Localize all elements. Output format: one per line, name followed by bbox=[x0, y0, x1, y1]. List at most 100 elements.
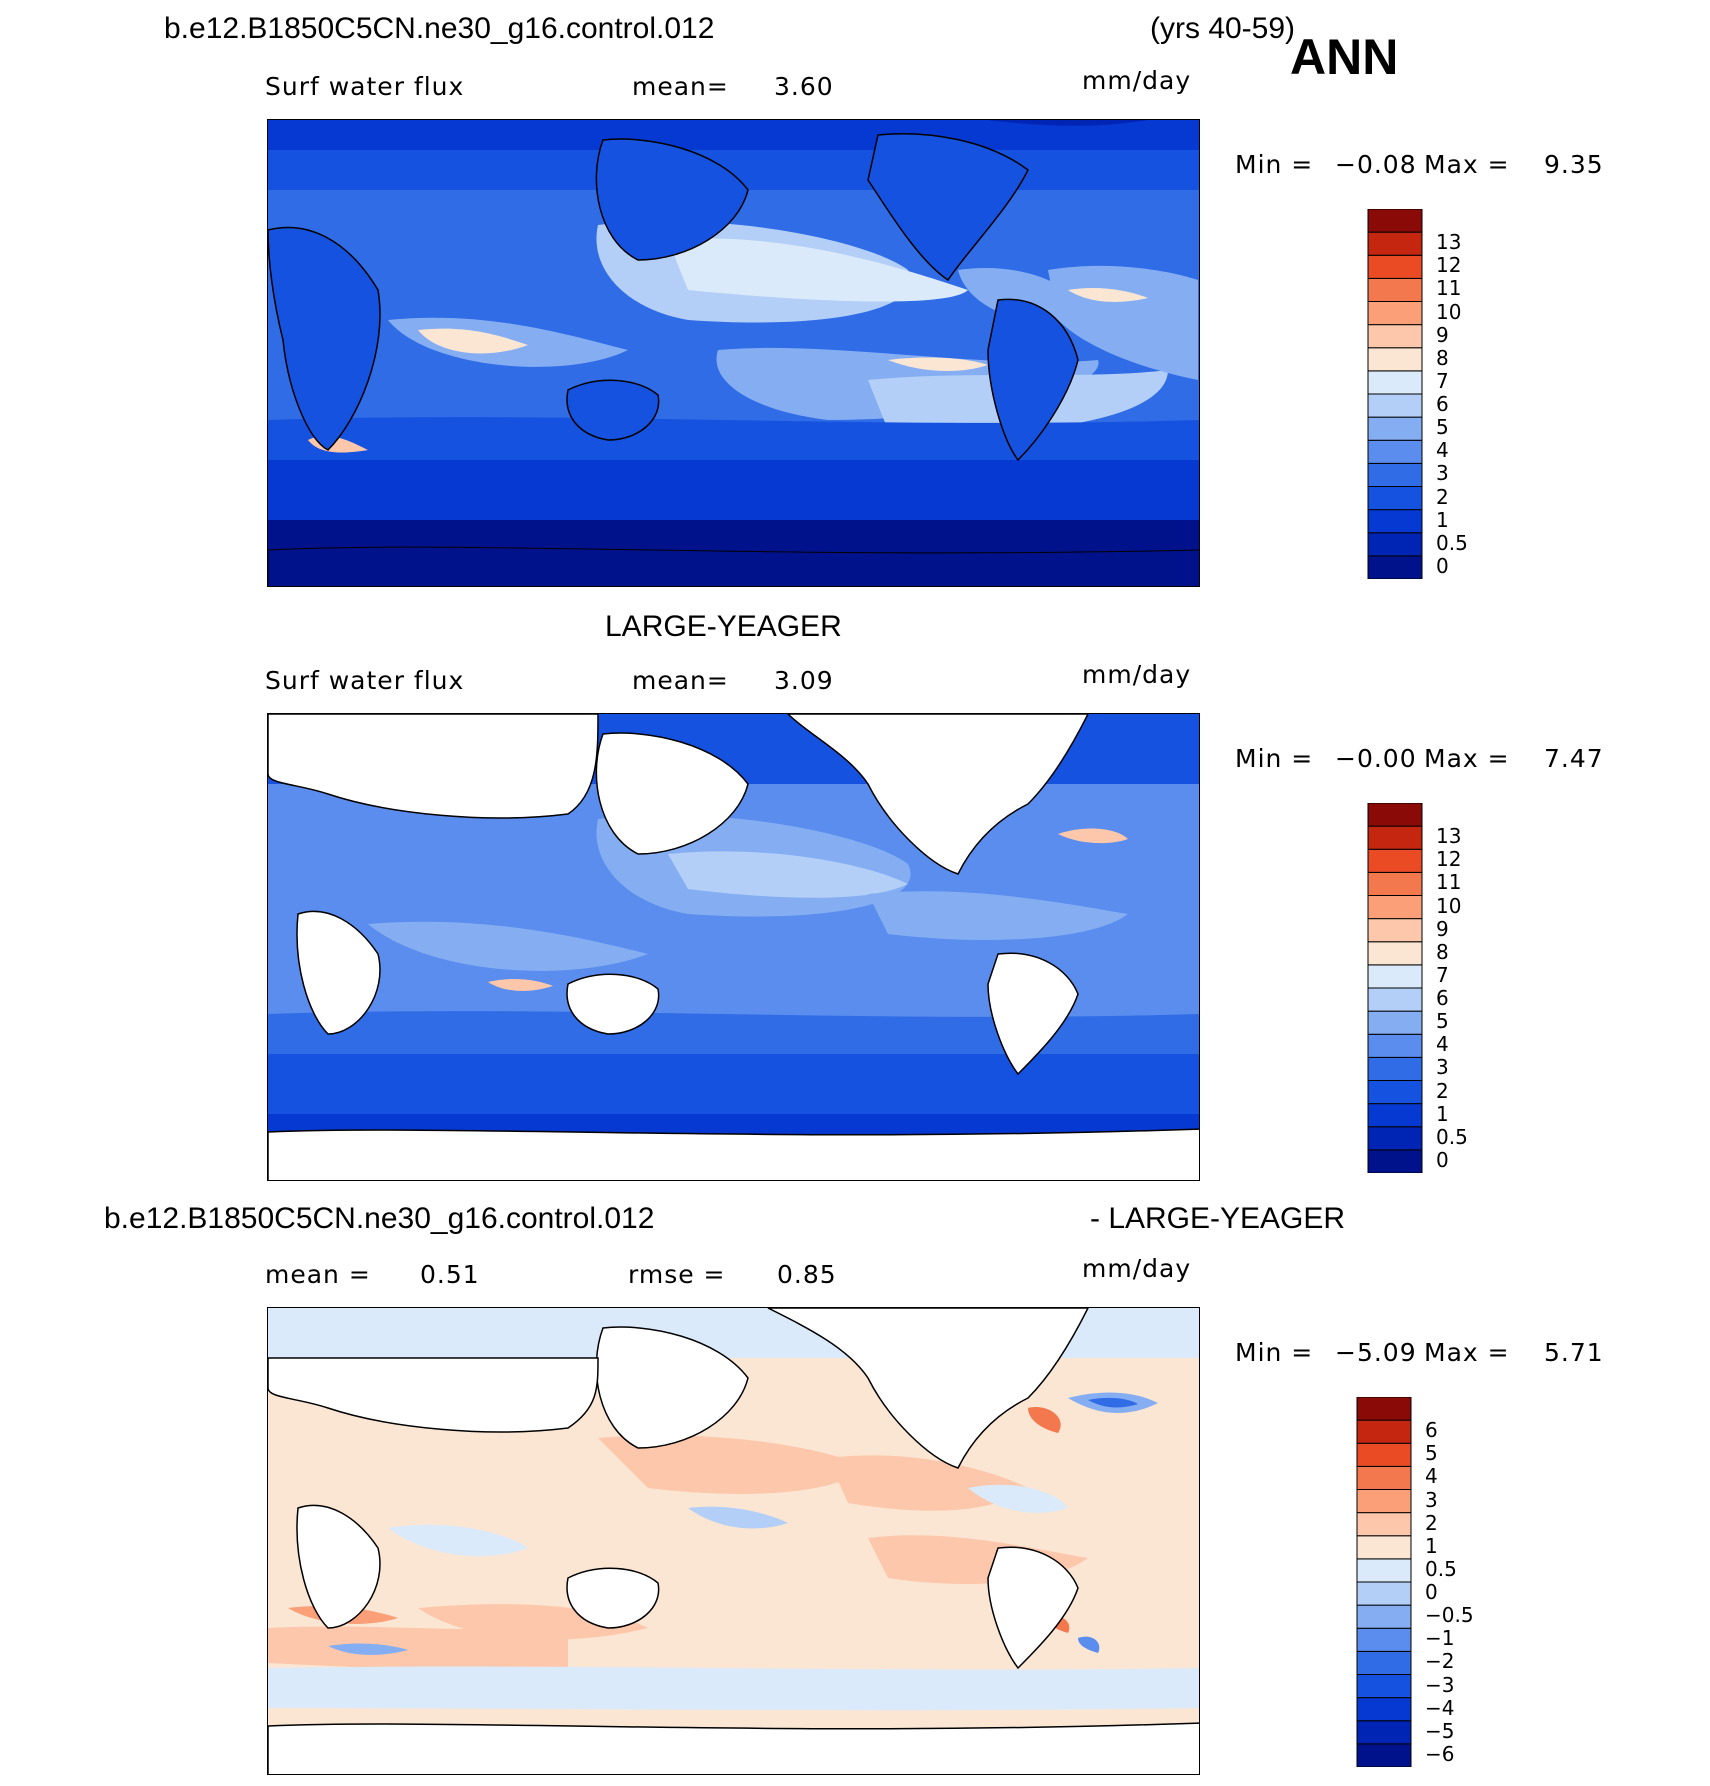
colorbar-tick-label: 0 bbox=[1425, 1580, 1438, 1604]
panel3-mean-value: 0.51 bbox=[420, 1260, 480, 1289]
panel3-min-label: Min = bbox=[1235, 1338, 1314, 1367]
colorbar-box bbox=[1367, 1033, 1423, 1058]
colorbar-box bbox=[1356, 1650, 1412, 1675]
panel1-max-label: Max = bbox=[1424, 150, 1510, 179]
panel2-colorbar-labels: 0 0.5 1 2 3 4 5 6 7 8 9 10 11 12 13 bbox=[1436, 803, 1496, 1173]
years-label: (yrs 40-59) bbox=[1150, 12, 1296, 45]
colorbar-tick-label: −5 bbox=[1425, 1718, 1455, 1743]
panel1-map-svg bbox=[268, 120, 1199, 586]
colorbar-tick-label: −0.5 bbox=[1425, 1603, 1474, 1628]
colorbar-box bbox=[1367, 301, 1423, 326]
colorbar-box bbox=[1367, 1126, 1423, 1151]
panel2-colorbar-svg bbox=[1367, 802, 1423, 1174]
colorbar-tick-label: 5 bbox=[1425, 1441, 1438, 1466]
colorbar-box bbox=[1356, 1604, 1412, 1629]
panel2-min-label: Min = bbox=[1235, 744, 1314, 773]
colorbar-box bbox=[1367, 509, 1423, 534]
colorbar-box bbox=[1356, 1720, 1412, 1745]
colorbar-box bbox=[1367, 895, 1423, 920]
panel1-colorbar bbox=[1367, 208, 1423, 580]
colorbar-box bbox=[1356, 1442, 1412, 1467]
colorbar-box bbox=[1367, 462, 1423, 487]
colorbar-box bbox=[1367, 370, 1423, 395]
colorbar-box bbox=[1367, 347, 1423, 372]
colorbar-box bbox=[1367, 1056, 1423, 1081]
colorbar-tick-label: 7 bbox=[1436, 368, 1449, 393]
colorbar-tick-label: 9 bbox=[1436, 916, 1449, 941]
colorbar-box bbox=[1367, 277, 1423, 302]
colorbar-tick-label: 3 bbox=[1425, 1487, 1438, 1512]
colorbar-box bbox=[1367, 1080, 1423, 1105]
colorbar-box bbox=[1356, 1697, 1412, 1722]
colorbar-box bbox=[1367, 964, 1423, 989]
panel1-min-label: Min = bbox=[1235, 150, 1314, 179]
colorbar-tick-label: 11 bbox=[1436, 870, 1462, 895]
colorbar-box bbox=[1367, 825, 1423, 850]
panel3-rmse-value: 0.85 bbox=[777, 1260, 837, 1289]
colorbar-tick-label: 12 bbox=[1436, 253, 1462, 278]
colorbar-tick-label: −3 bbox=[1425, 1672, 1455, 1697]
colorbar-tick-label: 1 bbox=[1436, 1101, 1449, 1126]
panel1-mean-value: 3.60 bbox=[774, 72, 834, 101]
colorbar-tick-label: 13 bbox=[1436, 230, 1462, 255]
colorbar-box bbox=[1367, 231, 1423, 256]
panel2-colorbar bbox=[1367, 802, 1423, 1174]
panel2-units: mm/day bbox=[1082, 660, 1192, 689]
panel2-title: LARGE-YEAGER bbox=[605, 610, 842, 643]
panel1-variable: Surf water flux bbox=[265, 72, 465, 101]
colorbar-tick-label: 10 bbox=[1436, 893, 1462, 918]
colorbar-box bbox=[1367, 416, 1423, 441]
colorbar-tick-label: −6 bbox=[1425, 1741, 1455, 1766]
colorbar-box bbox=[1367, 871, 1423, 896]
colorbar-box bbox=[1367, 532, 1423, 557]
colorbar-box bbox=[1356, 1558, 1412, 1583]
colorbar-box bbox=[1367, 941, 1423, 966]
panel3-min-value: −5.09 bbox=[1335, 1338, 1417, 1367]
colorbar-tick-label: 5 bbox=[1436, 415, 1449, 440]
panel3-mean-label: mean = bbox=[265, 1260, 371, 1289]
colorbar-tick-label: 0.5 bbox=[1425, 1556, 1457, 1581]
colorbar-tick-label: 9 bbox=[1436, 322, 1449, 347]
panel1-map bbox=[267, 119, 1200, 587]
panel1-min-value: −0.08 bbox=[1335, 150, 1417, 179]
colorbar-box bbox=[1356, 1465, 1412, 1490]
colorbar-tick-label: 0 bbox=[1436, 1147, 1449, 1172]
colorbar-box bbox=[1367, 1010, 1423, 1035]
colorbar-box bbox=[1367, 1149, 1423, 1174]
colorbar-box bbox=[1367, 802, 1423, 827]
panel1-units: mm/day bbox=[1082, 66, 1192, 95]
panel2-map-svg bbox=[268, 714, 1199, 1180]
panel2-min-value: −0.00 bbox=[1335, 744, 1417, 773]
panel1-mean-label: mean= bbox=[632, 72, 729, 101]
panel2-max-value: 7.47 bbox=[1544, 744, 1604, 773]
panel1-max-value: 9.35 bbox=[1544, 150, 1604, 179]
colorbar-box bbox=[1356, 1489, 1412, 1514]
colorbar-box bbox=[1367, 1103, 1423, 1128]
colorbar-tick-label: 0.5 bbox=[1436, 530, 1468, 555]
colorbar-tick-label: 12 bbox=[1436, 847, 1462, 872]
colorbar-box bbox=[1356, 1743, 1412, 1768]
colorbar-box bbox=[1356, 1581, 1412, 1606]
colorbar-box bbox=[1367, 918, 1423, 943]
colorbar-tick-label: 8 bbox=[1436, 939, 1449, 964]
panel2-max-label: Max = bbox=[1424, 744, 1510, 773]
colorbar-tick-label: 1 bbox=[1436, 507, 1449, 532]
colorbar-tick-label: 3 bbox=[1436, 461, 1449, 486]
panel3-map bbox=[267, 1307, 1200, 1775]
panel3-rmse-label: rmse = bbox=[628, 1260, 726, 1289]
colorbar-box bbox=[1356, 1419, 1412, 1444]
colorbar-tick-label: 1 bbox=[1425, 1533, 1438, 1558]
colorbar-box bbox=[1356, 1627, 1412, 1652]
panel3-colorbar-labels: −6 −5 −4 −3 −2 −1 −0.5 0 0.5 1 2 3 4 5 6 bbox=[1425, 1397, 1495, 1767]
colorbar-box bbox=[1356, 1512, 1412, 1537]
panel2-map bbox=[267, 713, 1200, 1181]
colorbar-tick-label: 3 bbox=[1436, 1055, 1449, 1080]
colorbar-box bbox=[1367, 848, 1423, 873]
colorbar-box bbox=[1356, 1674, 1412, 1699]
colorbar-box bbox=[1367, 987, 1423, 1012]
colorbar-tick-label: −1 bbox=[1425, 1626, 1455, 1651]
colorbar-box bbox=[1367, 254, 1423, 279]
colorbar-tick-label: 6 bbox=[1436, 392, 1449, 416]
colorbar-box bbox=[1367, 486, 1423, 511]
colorbar-tick-label: 8 bbox=[1436, 345, 1449, 370]
